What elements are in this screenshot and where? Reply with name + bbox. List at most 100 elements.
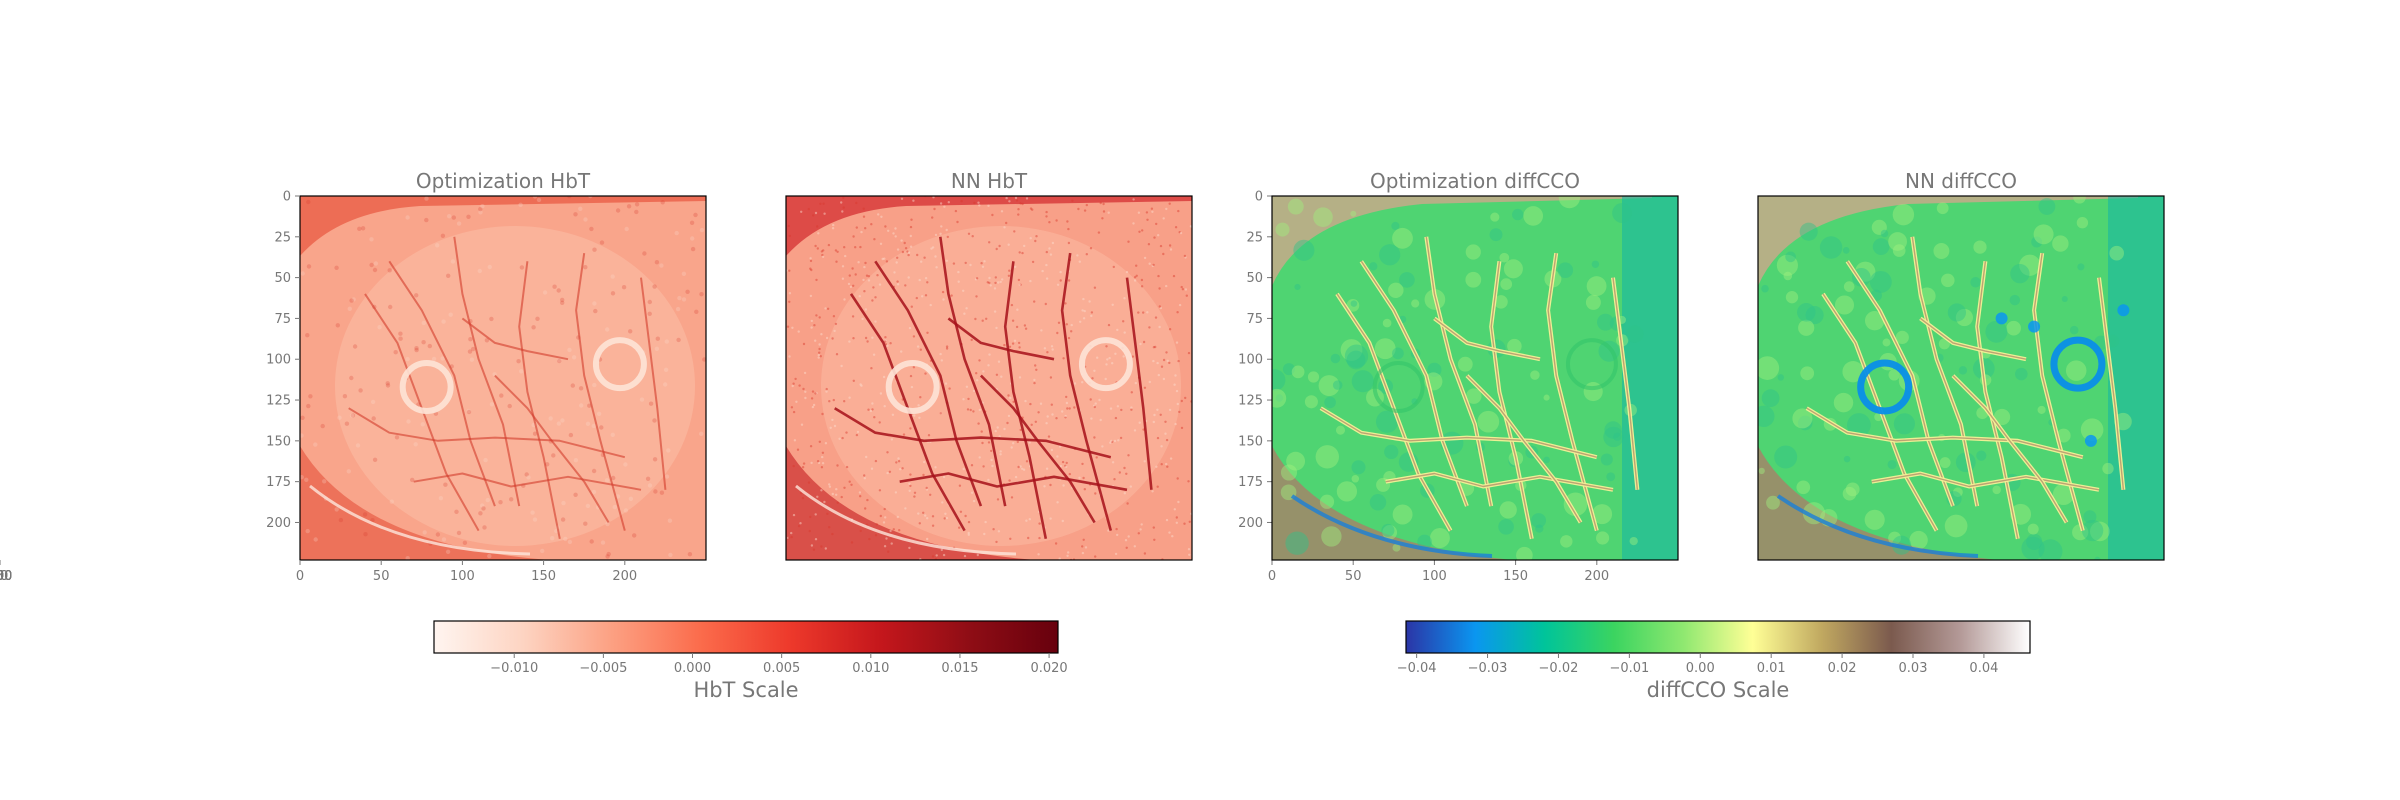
texture-dot (996, 426, 999, 429)
texture-dot (1175, 389, 1179, 393)
texture-dot (1049, 483, 1052, 487)
skull-edge (1758, 196, 2138, 286)
texture-blob (2052, 235, 2069, 252)
texture-dot (812, 548, 816, 551)
texture-dot (896, 283, 900, 286)
ring-marker (1857, 359, 1913, 415)
texture-dot (835, 493, 838, 496)
texture-dot (1008, 479, 1011, 482)
texture-blob (1895, 330, 1909, 344)
texture-dot (1048, 221, 1051, 224)
texture-dot (913, 495, 916, 498)
texture-dot (814, 392, 817, 395)
texture-dot (1122, 320, 1125, 323)
texture-blob (1307, 371, 1320, 383)
texture-dot (788, 292, 792, 295)
texture-blob (2026, 533, 2043, 551)
texture-dot (918, 278, 921, 282)
texture-dot (1073, 382, 1077, 385)
texture-blob (1500, 278, 1513, 290)
texture-dot (466, 214, 471, 219)
texture-blob (1606, 472, 1616, 482)
texture-dot (563, 536, 568, 542)
texture-dot (816, 247, 819, 250)
texture-dot (874, 534, 878, 537)
texture-dot (1015, 199, 1019, 202)
texture-dot (1062, 484, 1065, 487)
texture-dot (836, 250, 839, 253)
texture-dot (1045, 263, 1048, 267)
texture-dot (910, 218, 913, 221)
texture-dot (852, 284, 855, 287)
texture-dot (450, 259, 456, 264)
texture-dot (440, 356, 445, 361)
texture-blob (1340, 339, 1363, 361)
texture-dot (470, 346, 476, 352)
texture-dot (878, 489, 882, 492)
texture-dot (668, 552, 673, 558)
texture-dot (1055, 219, 1058, 222)
texture-dot (487, 264, 492, 270)
texture-dot (850, 541, 854, 544)
texture-dot (799, 522, 802, 525)
texture-dot (854, 246, 857, 249)
arc (1290, 494, 1493, 558)
texture-dot (536, 197, 542, 203)
texture-dot (654, 346, 660, 351)
texture-dot (1172, 274, 1176, 278)
texture-dot (466, 409, 472, 415)
texture-dot (1127, 535, 1130, 538)
texture-dot (831, 418, 834, 422)
texture-dot (939, 202, 943, 205)
colorbar-tick-label: 0.02 (1828, 661, 1857, 676)
texture-dot (864, 308, 868, 311)
texture-dot (818, 351, 821, 354)
texture-dot (702, 357, 706, 362)
texture-dot (1022, 244, 1026, 248)
texture-dot (592, 382, 597, 388)
texture-dot (652, 418, 657, 423)
colorbar-tick-label: 0.020 (1030, 661, 1067, 676)
x-tick-label: 150 (0, 569, 12, 584)
texture-dot (561, 500, 566, 506)
texture-dot (1174, 374, 1177, 377)
texture-dot (373, 261, 379, 266)
texture-dot (962, 289, 965, 292)
texture-dot (1179, 231, 1183, 235)
vessel-core (1612, 277, 1639, 490)
texture-blob (1351, 475, 1360, 483)
texture-dot (1081, 545, 1084, 548)
texture-dot (414, 293, 419, 298)
texture-dot (994, 429, 997, 433)
texture-dot (1178, 410, 1181, 414)
texture-dot (931, 555, 935, 558)
texture-dot (446, 273, 451, 278)
texture-dot (913, 414, 916, 417)
texture-dot (369, 262, 374, 268)
texture-dot (815, 278, 818, 282)
texture-dot (478, 511, 483, 516)
texture-dot (926, 331, 929, 334)
texture-dot (890, 438, 894, 441)
texture-dot (974, 278, 978, 281)
colorbar-tick-label: −0.03 (1468, 661, 1508, 676)
texture-dot (1164, 420, 1167, 423)
texture-dot (1187, 351, 1191, 355)
texture-dot (1029, 207, 1033, 210)
texture-dot (1045, 210, 1048, 214)
texture-blob (1847, 413, 1871, 437)
texture-dot (845, 431, 848, 434)
texture-dot (589, 539, 594, 544)
texture-dot (818, 343, 821, 346)
vessel (388, 260, 496, 507)
texture-dot (866, 340, 869, 343)
texture-dot (322, 479, 327, 484)
texture-dot (890, 542, 893, 545)
texture-blob (1842, 247, 1850, 254)
texture-dot (838, 437, 841, 440)
texture-dot (990, 458, 993, 462)
texture-dot (1006, 421, 1009, 425)
texture-dot (799, 491, 803, 495)
texture-blob (1596, 531, 1610, 545)
texture-dot (1065, 323, 1069, 326)
